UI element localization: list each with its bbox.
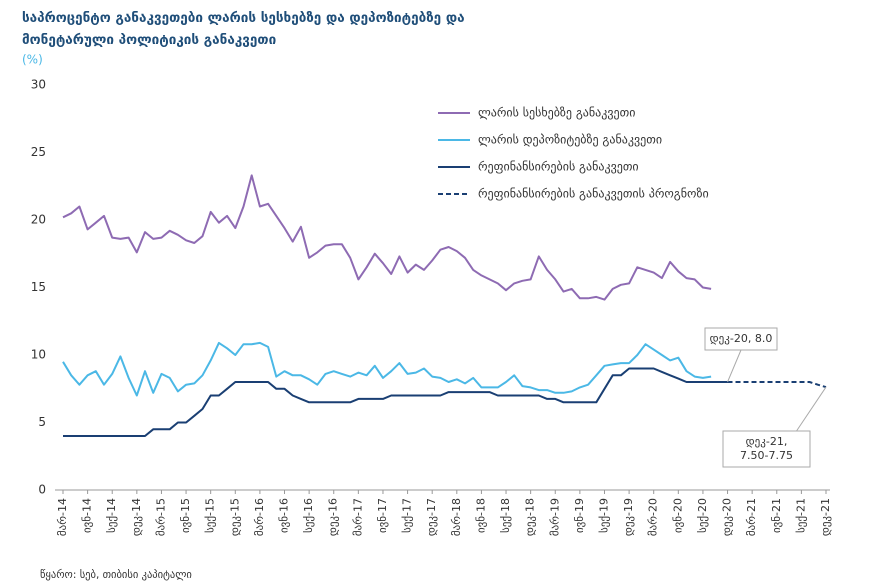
x-tick-label: მარ-17 [351, 498, 364, 536]
annotation-text: დეკ-20, 8.0 [710, 332, 773, 345]
x-tick-label: ივნ-18 [474, 498, 487, 533]
x-tick-label: ივნ-17 [376, 498, 389, 533]
chart-title: მონეტარული პოლიტიკის განაკვეთი [22, 32, 276, 48]
x-tick-label: დეკ-17 [425, 498, 438, 536]
x-tick-label: მარ-20 [647, 498, 660, 536]
x-tick-label: სექ-20 [696, 498, 709, 533]
annotation-text: 7.50-7.75 [740, 449, 793, 462]
y-tick-label: 0 [38, 483, 46, 497]
y-tick-label: 30 [31, 78, 46, 92]
legend-label: ლარის დეპოზიტებზე განაკვეთი [478, 133, 662, 147]
y-unit: (%) [22, 53, 43, 67]
x-tick-label: ივნ-19 [573, 498, 586, 533]
y-tick-label: 20 [31, 213, 46, 227]
x-tick-label: მარ-21 [745, 498, 758, 536]
x-tick-label: სექ-21 [794, 498, 807, 533]
x-tick-label: სექ-16 [302, 498, 315, 533]
x-tick-label: დეკ-15 [228, 498, 241, 536]
x-tick-label: მარ-18 [450, 498, 463, 536]
y-tick-label: 15 [31, 280, 46, 294]
x-tick-label: სექ-14 [105, 498, 118, 533]
x-tick-label: დეკ-19 [622, 498, 635, 536]
x-tick-label: ივნ-21 [770, 498, 783, 533]
x-tick-label: სექ-15 [204, 498, 217, 533]
x-tick-label: მარ-14 [56, 498, 69, 536]
annotation-leader [796, 386, 827, 432]
x-tick-label: მარ-19 [548, 498, 561, 536]
x-tick-label: დეკ-14 [130, 498, 143, 536]
series-line [62, 341, 712, 397]
legend-label: ლარის სესხებზე განაკვეთი [478, 106, 635, 120]
chart-title: საპროცენტო განაკვეთები ლარის სესხებზე და… [22, 10, 465, 26]
x-tick-label: დეკ-20 [721, 498, 734, 536]
x-tick-label: მარ-15 [154, 498, 167, 536]
x-tick-label: სექ-19 [597, 498, 610, 533]
y-tick-label: 5 [38, 415, 46, 429]
series-line [727, 381, 827, 389]
x-tick-label: დეკ-18 [524, 498, 537, 536]
series-line [62, 174, 712, 301]
legend-label: რეფინანსირების განაკვეთის პროგნოზი [478, 187, 709, 201]
y-tick-label: 10 [31, 348, 46, 362]
x-tick-label: დეკ-16 [327, 498, 340, 536]
source: წყარო: სებ, თიბისი კაპიტალი [40, 569, 192, 581]
y-tick-label: 25 [31, 145, 46, 159]
annotation-text: დეკ-21, [746, 435, 788, 448]
x-tick-label: სექ-18 [499, 498, 512, 533]
series-line [63, 367, 728, 437]
annotation-box [704, 327, 778, 351]
annotation-leader [727, 349, 742, 383]
x-tick-label: მარ-16 [253, 498, 266, 536]
x-tick-label: ივნ-15 [179, 498, 192, 533]
x-tick-label: ივნ-14 [81, 498, 94, 533]
x-tick-label: სექ-17 [401, 498, 414, 533]
annotation-box [722, 430, 811, 468]
legend-label: რეფინანსირების განაკვეთი [478, 160, 639, 174]
x-tick-label: დეკ-21 [819, 498, 832, 536]
x-tick-label: ივნ-16 [278, 498, 291, 533]
x-tick-label: ივნ-20 [671, 498, 684, 533]
